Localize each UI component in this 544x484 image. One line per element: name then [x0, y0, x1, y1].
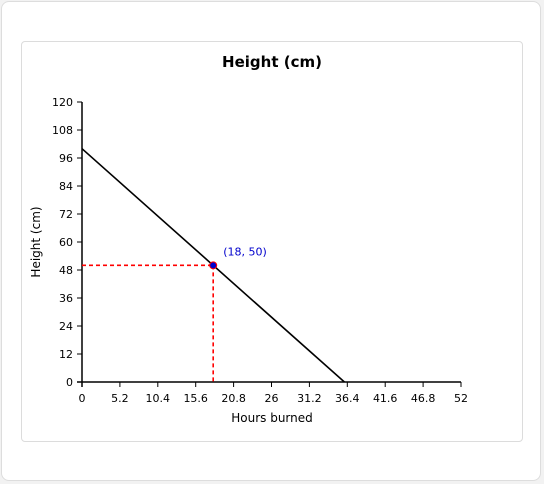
- y-tick-label: 0: [66, 376, 73, 389]
- plot-area: 0 12 24 36 48 60 72 84 96 108 120 0 5.2 10.4 15.6 20.8 2…: [52, 96, 468, 405]
- x-tick-label: 5.2: [111, 392, 128, 405]
- y-tick-label: 60: [59, 236, 73, 249]
- highlight-point: [209, 261, 218, 270]
- x-tick-label: 20.8: [221, 392, 246, 405]
- x-tick-label: 46.8: [411, 392, 436, 405]
- x-tick-label: 36.4: [335, 392, 360, 405]
- x-tick-label: 26: [265, 392, 279, 405]
- x-axis-label: Hours burned: [231, 411, 313, 425]
- highlight-point-label: (18, 50): [223, 245, 267, 258]
- y-tick-label: 72: [59, 208, 73, 221]
- y-tick-label: 12: [59, 348, 73, 361]
- chart-card: Height (cm) 0 12 24 36 48 60 72 84 96 108 120 0 5.2 1…: [21, 41, 523, 442]
- x-tick-label: 52: [454, 392, 468, 405]
- y-tick-label: 96: [59, 152, 73, 165]
- y-axis-label: Height (cm): [29, 206, 43, 277]
- x-tick-label: 41.6: [373, 392, 398, 405]
- x-tick-label: 15.6: [183, 392, 208, 405]
- x-tick-label: 0: [79, 392, 86, 405]
- y-tick-label: 108: [52, 124, 73, 137]
- y-tick-label: 48: [59, 264, 73, 277]
- x-tick-label: 31.2: [297, 392, 322, 405]
- chart: Height (cm) 0 12 24 36 48 60 72 84 96 108 120 0 5.2 1…: [29, 53, 468, 425]
- y-tick-label: 36: [59, 292, 73, 305]
- y-tick-label: 84: [59, 180, 73, 193]
- x-tick-label: 10.4: [146, 392, 171, 405]
- y-tick-label: 24: [59, 320, 73, 333]
- y-tick-label: 120: [52, 96, 73, 109]
- chart-title: Height (cm): [222, 53, 322, 71]
